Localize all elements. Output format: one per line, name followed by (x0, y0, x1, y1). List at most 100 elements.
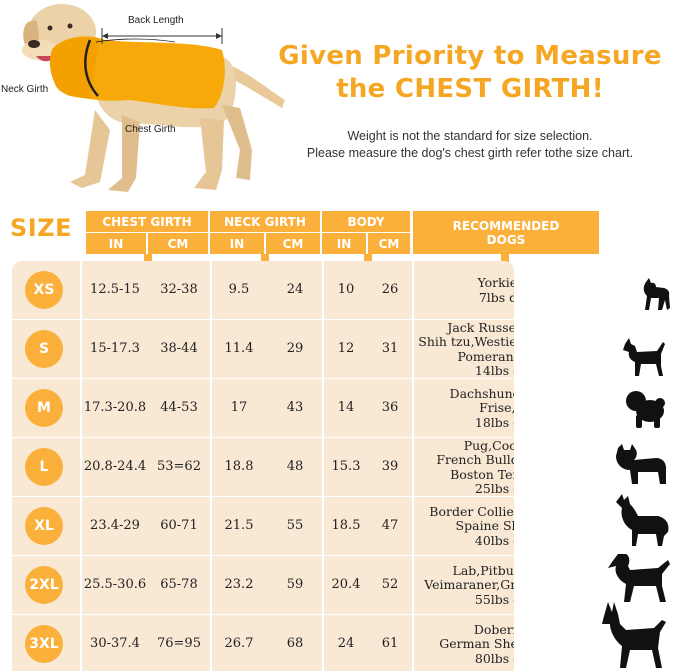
doberman-silhouette-icon (602, 602, 666, 668)
collie-silhouette-icon (616, 494, 669, 546)
body-in-cell: 10 (337, 281, 355, 297)
recommended-dogs-line: Jack Russel Terrier, (447, 319, 514, 335)
table-row: M 17.3-20.8 44-53 17 43 14 36 Dachshund,BichonF… (12, 379, 514, 438)
recommended-dogs-line: Doberman. (473, 621, 514, 637)
chest-cm-cell: 44-53 (160, 399, 198, 415)
neck-cm-cell: 29 (286, 340, 304, 356)
table-row: 3XL 30-37.4 76=95 26.7 68 24 61 Doberman.German… (12, 615, 514, 671)
recommended-dogs-line: Pomeranian.etc. (457, 348, 514, 364)
bulldog-silhouette-icon (616, 444, 666, 484)
neck-cm-cell: 43 (286, 399, 304, 415)
recommended-dogs-line: Dachshund,Bichon (449, 385, 514, 401)
size-table: XS 12.5-15 32-38 9.5 24 10 26 Yorkie,etc7lbs do… (12, 261, 514, 671)
recommended-dogs-line: 40lbs dogs (474, 532, 514, 548)
neck-cm-cell: 24 (286, 281, 304, 297)
yorkie-silhouette-icon (643, 278, 670, 310)
recommended-dogs-line: Pug,Cockapoo (463, 437, 514, 453)
recommended-dogs-line: 25lbs dogs (474, 481, 514, 496)
chest-cm-cell: 32-38 (160, 281, 198, 297)
table-row: S 15-17.3 38-44 11.4 29 12 31 Jack Russel Terri… (12, 320, 514, 379)
table-row: 2XL 25.5-30.6 65-78 23.2 59 20.4 52 Lab,Pitbull… (12, 556, 514, 615)
table-row: XS 12.5-15 32-38 9.5 24 10 26 Yorkie,etc7lbs do… (12, 261, 514, 320)
chest-in-cell: 20.8-24.4 (83, 458, 147, 474)
neck-in-cell: 9.5 (228, 281, 250, 297)
neck-cm-cell: 68 (286, 635, 304, 651)
chest-cm-cell: 53=62 (157, 458, 201, 474)
table-row: L 20.8-24.4 53=62 18.8 48 15.3 39 Pug,CockapooF… (12, 438, 514, 497)
chest-in-cell: 17.3-20.8 (83, 399, 147, 415)
note-line-2: Please measure the dog's chest girth ref… (306, 146, 634, 160)
body-in-cell: 24 (337, 635, 355, 651)
body-in-cell: 12 (337, 340, 355, 356)
recommended-dogs-line: Frise,etc. (479, 400, 514, 416)
header-body-cm: CM (368, 233, 412, 254)
chest-in-cell: 15-17.3 (90, 340, 140, 356)
body-in-cell: 15.3 (331, 458, 361, 474)
chest-girth-label: Chest Girth (125, 124, 176, 135)
neck-in-cell: 18.8 (224, 458, 254, 474)
header-neck-cm: CM (266, 233, 322, 254)
size-badge: XL (25, 506, 63, 545)
chest-cm-cell: 60-71 (160, 517, 198, 533)
recommended-dogs-line: Yorkie,etc (477, 275, 514, 290)
bichon-silhouette-icon (626, 391, 665, 428)
recommended-dogs-line: 14lbs dogs (474, 363, 514, 378)
header-recommended-dogs: RECOMMENDED DOGS (413, 211, 599, 254)
chest-cm-cell: 65-78 (160, 576, 198, 592)
recommended-dogs-line: 55lbs dogs (474, 591, 514, 607)
header-chest-cm: CM (148, 233, 210, 254)
neck-in-cell: 23.2 (224, 576, 254, 592)
note-line-1: Weight is not the standard for size sele… (347, 129, 593, 143)
size-badge: L (25, 447, 63, 486)
body-cm-cell: 47 (381, 517, 399, 533)
neck-cm-cell: 55 (286, 517, 304, 533)
header-neck-girth: NECK GIRTH (210, 211, 322, 232)
chest-cm-cell: 76=95 (157, 635, 201, 651)
header-body-in: IN (322, 233, 368, 254)
size-badge: 3XL (25, 624, 63, 663)
recommended-dogs-cell: Yorkie,etc7lbs dogs (416, 275, 514, 305)
chest-in-cell: 12.5-15 (90, 281, 140, 297)
body-cm-cell: 26 (381, 281, 399, 297)
headline-line-2: the CHEST GIRTH! (336, 74, 604, 104)
headline-line-1: Given Priority to Measure (278, 41, 662, 71)
chest-in-cell: 25.5-30.6 (83, 576, 147, 592)
body-cm-cell: 52 (381, 576, 399, 592)
body-cm-cell: 31 (381, 340, 399, 356)
dog-measurement-illustration (22, 4, 285, 192)
header-body: BODY (322, 211, 412, 232)
column-divider (210, 261, 212, 671)
neck-in-cell: 17 (230, 399, 248, 415)
chest-cm-cell: 38-44 (160, 340, 198, 356)
recommended-dogs-line: Shih tzu,Westies Chihuahua, (418, 334, 514, 349)
neck-cm-cell: 59 (286, 576, 304, 592)
recommended-dogs-line: 18lbs dogs (474, 414, 514, 430)
header-chest-in: IN (86, 233, 148, 254)
neck-girth-label: Neck Girth (1, 84, 49, 95)
header-recommended-line-1: RECOMMENDED (452, 218, 560, 233)
body-in-cell: 20.4 (331, 576, 361, 592)
recommended-dogs-cell: Border Collie,Irish WaterSpaine Shibaetc… (416, 504, 514, 549)
back-length-label: Back Length (128, 15, 184, 26)
recommended-dogs-cell: Jack Russel Terrier,Shih tzu,Westies Chi… (416, 319, 514, 379)
recommended-dogs-line: German Shepherdetc. (439, 636, 514, 652)
recommended-dogs-line: Veimaraner,Greyhound,etc (424, 577, 514, 593)
size-badge: XS (25, 270, 63, 309)
column-divider (80, 261, 82, 671)
recommended-dogs-cell: Pug,CockapooFrench Bulldog,BeagleBoston … (416, 437, 514, 497)
recommended-dogs-cell: Dachshund,BichonFrise,etc.18lbs dogs (416, 385, 514, 431)
body-cm-cell: 39 (381, 458, 399, 474)
terrier-silhouette-icon (623, 338, 665, 376)
header-recommended-line-2: DOGS (486, 232, 526, 247)
neck-in-cell: 21.5 (224, 517, 254, 533)
neck-cm-cell: 48 (286, 458, 304, 474)
chest-in-cell: 30-37.4 (90, 635, 140, 651)
body-in-cell: 14 (337, 399, 355, 415)
neck-in-cell: 26.7 (224, 635, 254, 651)
recommended-dogs-line: 7lbs dogs (478, 289, 514, 305)
neck-in-cell: 11.4 (224, 340, 254, 356)
header-chest-girth: CHEST GIRTH (86, 211, 210, 232)
body-in-cell: 18.5 (331, 517, 361, 533)
recommended-dogs-line: Boston Terrier,etc. (450, 466, 514, 482)
spaniel-silhouette-icon (608, 554, 670, 602)
